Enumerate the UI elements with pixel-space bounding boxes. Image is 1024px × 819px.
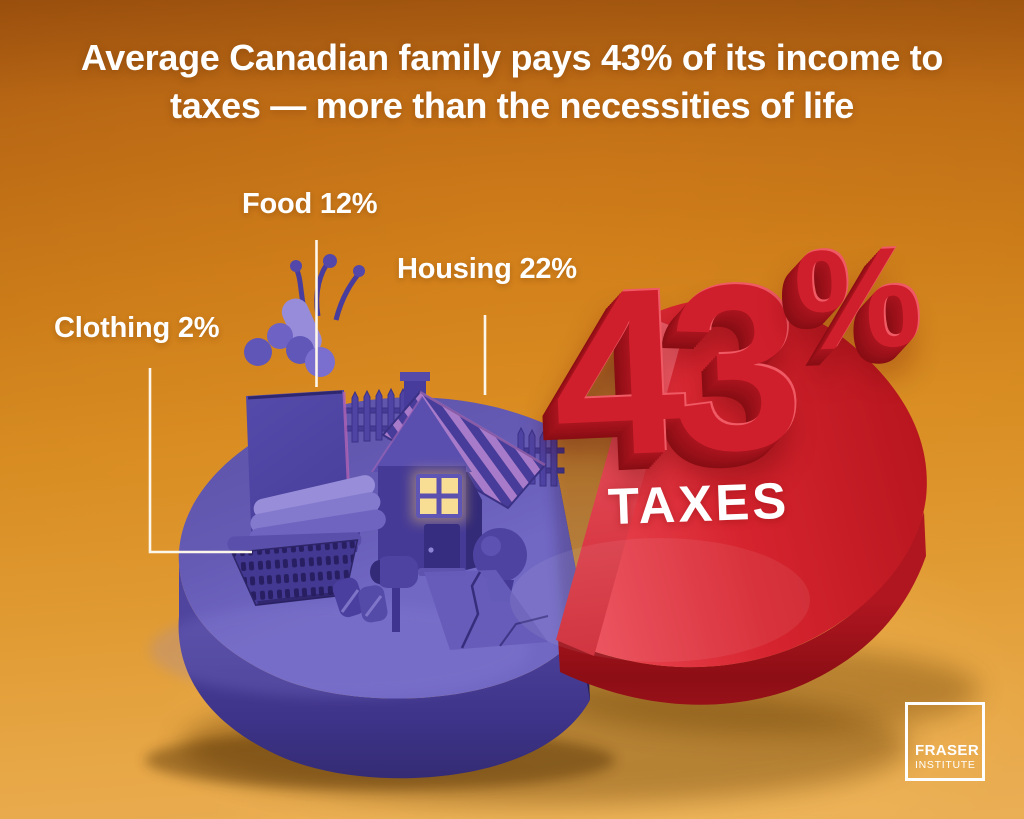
house-3d [371,372,547,576]
red-top-sheen [510,538,810,662]
taxes-slice-cut-face [556,316,684,656]
necessities-slice-wall [178,552,590,779]
title-line-2: taxes — more than the necessities of lif… [170,85,854,127]
logo-line-1: FRASER [915,742,980,760]
door-knob [428,547,434,553]
fraser-institute-logo: FRASER INSTITUTE [905,702,985,781]
callout-housing: Housing 22% [397,253,577,285]
walkway [424,570,549,650]
taxes-percent-value: 43 [547,233,794,508]
shoes-3d [332,577,388,623]
callout-line-clothing [148,368,252,554]
taxes-slice-wall [558,512,926,705]
door [424,524,460,570]
callout-lines [148,240,487,554]
purple-top-sheen [150,602,530,698]
callout-clothing: Clothing 2% [54,312,220,344]
taxes-label: TAXES [607,471,791,536]
logo-line-2: INSTITUTE [915,758,976,771]
mailbox-3d [370,556,418,632]
taxes-percent-3d: 43% [547,217,927,508]
percent-sign: % [791,216,923,382]
page-title: Average Canadian family pays 43% of its … [0,34,1024,130]
title-line-1: Average Canadian family pays 43% of its … [80,37,944,78]
laundry-basket-3d [227,475,386,607]
gable [372,396,472,472]
taxes-slice [510,298,927,705]
necessities-slice [150,254,590,779]
callout-food: Food 12% [242,188,378,220]
